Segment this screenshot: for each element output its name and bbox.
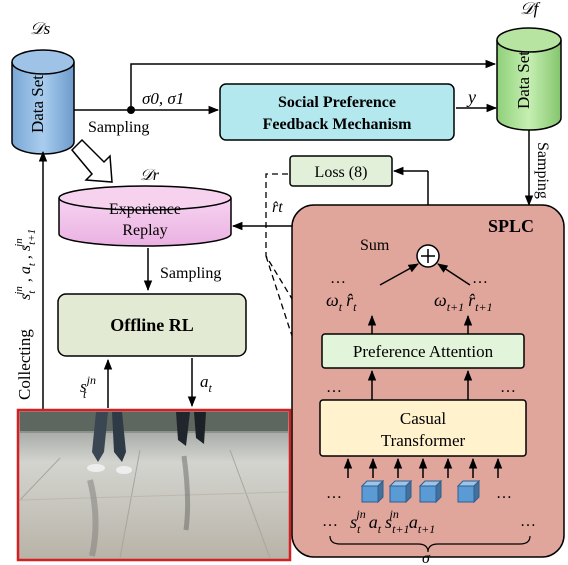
token-cubes — [360, 479, 481, 504]
tok2: a — [369, 512, 378, 532]
rhat-t1: r̂ — [468, 290, 476, 310]
cv-sup1: jn — [13, 286, 25, 297]
tok3: s — [385, 512, 392, 532]
loss-label: Loss (8) — [315, 164, 368, 181]
s-in-sup: jn — [85, 373, 96, 387]
sigma-label: σ0, σ1 — [142, 89, 184, 108]
replay-label-line2: Replay — [122, 222, 167, 239]
replay-symbol: 𝒟r — [140, 167, 160, 184]
preference-attention-box — [321, 333, 525, 369]
hollow-arrow — [70, 138, 113, 183]
scene-photo — [16, 408, 292, 562]
feedback-mechanism-box — [219, 83, 455, 141]
token-cube-3 — [418, 479, 443, 504]
collecting-label: Collecting — [15, 329, 34, 400]
sampling-left-label: Sampling — [88, 119, 149, 136]
cv-sub3: t+1 — [26, 229, 38, 245]
sum-label: Sum — [360, 237, 390, 254]
splc-container — [291, 204, 565, 558]
token-cube-1 — [360, 479, 385, 504]
s-in-label: sjn t — [80, 373, 96, 401]
tok4-sub: t+1 — [418, 522, 435, 536]
cv-sub2: t — [26, 262, 38, 266]
omega-t1-sub: t+1 — [447, 300, 464, 314]
offline-rl-box — [57, 293, 247, 357]
transformer-input-arrows — [343, 457, 503, 478]
source-dataset-symbol: 𝒟s — [30, 19, 51, 38]
omega-t-sub: t — [339, 300, 343, 314]
sequence-brace — [329, 535, 531, 553]
token-cube-2 — [388, 479, 413, 504]
cv-a: , a — [17, 266, 34, 286]
tok1-sup: jn — [354, 507, 365, 521]
y-label: y — [466, 87, 476, 107]
tok3-sup: jn — [388, 507, 399, 521]
splc-title: SPLC — [488, 216, 534, 236]
dashed-arrow-to-attention — [265, 173, 321, 346]
ellipsis-right-low: … — [496, 485, 512, 502]
sampling-mid-label: Sampling — [160, 265, 221, 282]
omega-t-to-sum-arrow — [379, 263, 419, 286]
source-dataset-label: Data Set — [28, 75, 47, 133]
ellipsis-left-low: … — [326, 485, 342, 502]
collect-vars-label: stjn , at , st+1jn — [13, 229, 38, 300]
experience-replay-cylinder: Experience Replay — [58, 185, 232, 247]
source-dataset-cylinder: Data Set — [11, 49, 75, 155]
feedback-label-line2: Feedback Mechanism — [263, 116, 413, 133]
final-dataset-cylinder: Data Set — [496, 27, 562, 131]
cv-sup3: jn — [13, 238, 25, 249]
preference-attention-label: Preference Attention — [353, 342, 494, 361]
omega-t1-symbol: ω — [434, 290, 447, 310]
final-dataset-label: Data Set — [514, 51, 533, 109]
ellipsis-left-mid: … — [326, 379, 342, 396]
transformer-label-line2: Transformer — [381, 431, 466, 450]
transformer-label-line1: Casual — [400, 409, 447, 428]
feedback-label-line1: Social Preference — [278, 94, 396, 111]
offline-rl-label: Offline RL — [110, 315, 194, 335]
ellipsis-right-mid: … — [500, 379, 516, 396]
replay-label-line1: Experience — [109, 201, 181, 218]
s-in-sub: t — [83, 387, 87, 401]
cv-sub1: t — [26, 290, 38, 294]
cv-s2: , s — [17, 245, 34, 263]
final-dataset-symbol: 𝒟f — [520, 0, 541, 18]
tok2-sub: t — [378, 522, 382, 536]
bypass-to-final-arrow — [130, 59, 497, 110]
rhat-t-sub: t — [353, 300, 357, 314]
omega-t-label: ωt r̂t — [326, 290, 357, 314]
ellipsis-right-top: … — [472, 270, 488, 287]
omega-t1-label: ωt+1 r̂t+1 — [434, 290, 493, 314]
token-cube-4 — [456, 479, 481, 504]
sequence-sigma: σ — [422, 550, 431, 565]
tok1-sub: t — [357, 522, 361, 536]
samping-label: Samping — [534, 142, 551, 199]
rhat-t: r̂ — [346, 290, 354, 310]
rhat-t1-sub: t+1 — [475, 300, 492, 314]
a-out-label: at — [200, 372, 213, 395]
omega-t-symbol: ω — [326, 290, 339, 310]
dashed-arrow-to-transformer — [265, 255, 321, 415]
rhat-label: r̂t — [272, 199, 283, 216]
omega-t1-to-sum-arrow — [437, 263, 471, 286]
ellipsis-right-seq: … — [520, 513, 536, 530]
a-out-sub: t — [209, 381, 213, 395]
loss-box — [289, 155, 393, 187]
tok4: a — [409, 512, 418, 532]
transformer-box — [319, 399, 527, 457]
tok3-sub: t+1 — [392, 522, 409, 536]
ellipsis-left-top: … — [330, 270, 346, 287]
ellipsis-left-seq: … — [322, 513, 338, 530]
